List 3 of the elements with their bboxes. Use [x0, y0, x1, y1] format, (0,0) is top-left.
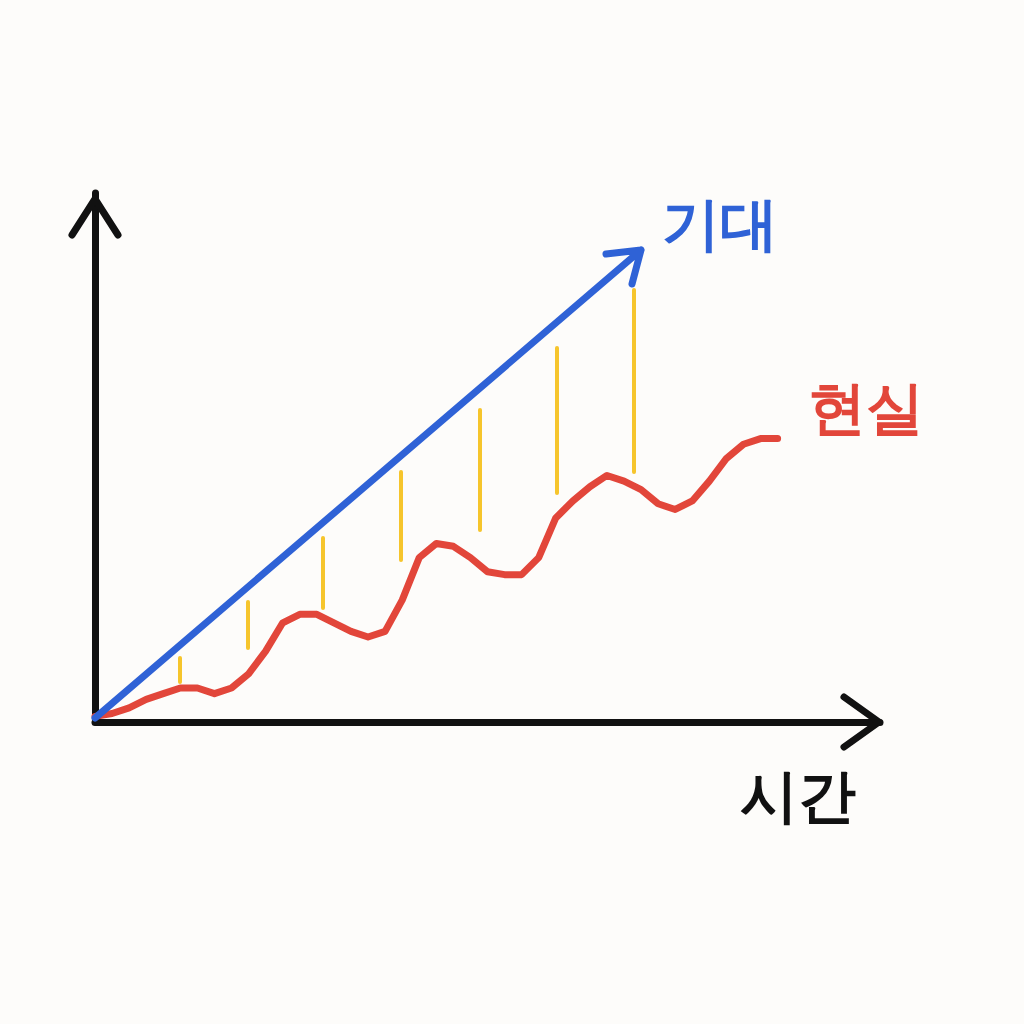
series-label: 현실 — [807, 373, 924, 442]
x-axis-title: 시간 — [740, 762, 856, 830]
text: 기대 — [662, 190, 778, 258]
